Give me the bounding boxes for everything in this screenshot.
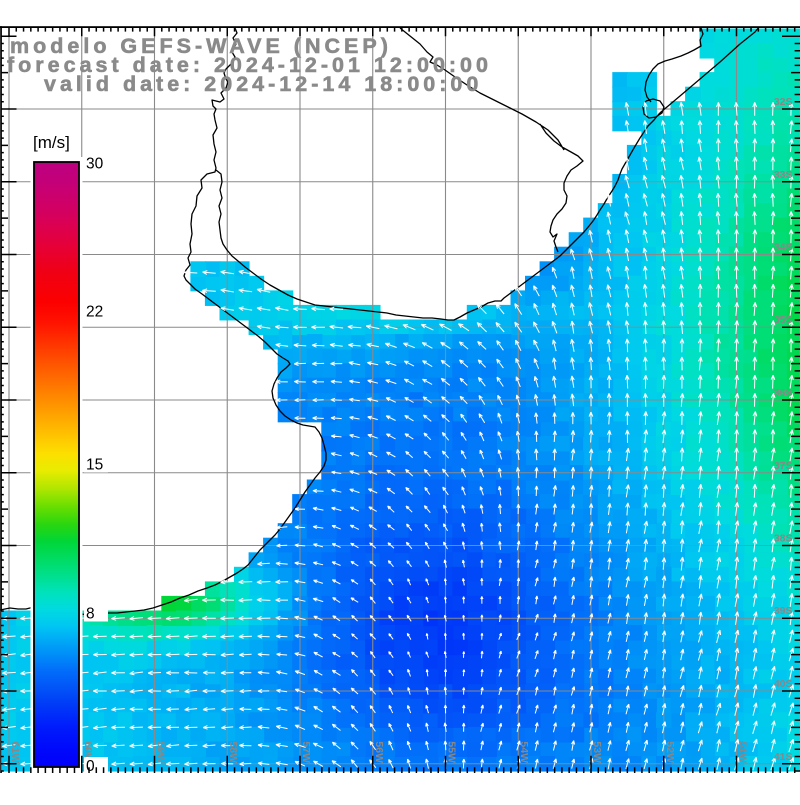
svg-text:30: 30 xyxy=(86,156,104,173)
svg-text:8: 8 xyxy=(86,606,95,623)
svg-text:59W: 59W xyxy=(155,741,167,763)
svg-text:38S: 38S xyxy=(774,533,793,545)
svg-text:39S: 39S xyxy=(774,605,793,617)
svg-text:54W: 54W xyxy=(518,741,530,763)
svg-text:57W: 57W xyxy=(300,741,312,763)
svg-text:[m/s]: [m/s] xyxy=(33,133,70,152)
svg-text:35S: 35S xyxy=(774,314,793,326)
svg-text:forecast date: 2024-12-01 12:0: forecast date: 2024-12-01 12:00:00 xyxy=(7,53,492,77)
svg-text:valid date: 2024-12-14 18:00:0: valid date: 2024-12-14 18:00:00 xyxy=(44,72,482,96)
svg-text:41S: 41S xyxy=(774,751,793,763)
svg-text:58W: 58W xyxy=(227,741,239,763)
svg-text:56W: 56W xyxy=(373,741,385,763)
svg-text:15: 15 xyxy=(86,457,103,474)
svg-text:34S: 34S xyxy=(774,242,793,254)
svg-text:0: 0 xyxy=(86,758,95,775)
svg-text:32S: 32S xyxy=(774,96,793,108)
svg-text:40S: 40S xyxy=(774,678,793,690)
svg-text:22: 22 xyxy=(86,304,103,321)
svg-text:53W: 53W xyxy=(591,741,603,763)
svg-text:51W: 51W xyxy=(737,741,749,763)
svg-text:61W: 61W xyxy=(9,741,21,763)
svg-text:modelo GEFS-WAVE (NCEP): modelo GEFS-WAVE (NCEP) xyxy=(10,34,392,58)
svg-text:52W: 52W xyxy=(664,741,676,763)
svg-text:37S: 37S xyxy=(774,460,793,472)
svg-text:33S: 33S xyxy=(774,169,793,181)
svg-text:55W: 55W xyxy=(446,741,458,763)
svg-text:36S: 36S xyxy=(774,387,793,399)
